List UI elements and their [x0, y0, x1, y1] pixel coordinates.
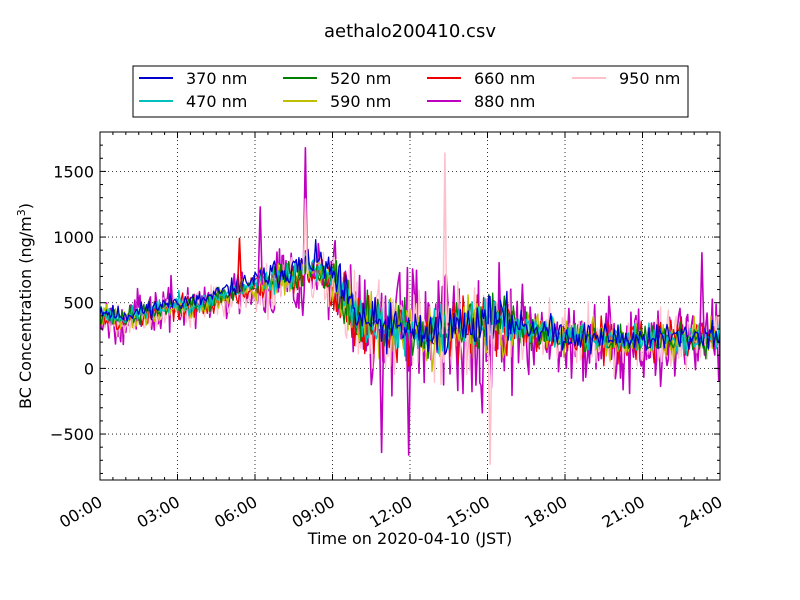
- y-axis-tick-labels: −500 0 500 1000 1500: [50, 162, 94, 444]
- y-axis-label-superscript: 3: [15, 209, 28, 216]
- legend-label-590-nm: 590 nm: [330, 92, 391, 111]
- legend-label-880-nm: 880 nm: [474, 92, 535, 111]
- spike-880-nm: [257, 206, 263, 287]
- chart-title: aethalo200410.csv: [324, 21, 496, 42]
- x-axis-label: Time on 2020-04-10 (JST): [307, 529, 512, 548]
- legend-label-660-nm: 660 nm: [474, 69, 535, 88]
- spike-lines: [236, 147, 705, 465]
- spike-660-nm: [236, 237, 243, 294]
- legend-label-520-nm: 520 nm: [330, 69, 391, 88]
- spike-950-nm: [302, 198, 309, 276]
- series-line-370-nm: [100, 238, 720, 356]
- y-axis-label-suffix: ): [16, 203, 35, 209]
- y-tick-label: 1000: [53, 228, 94, 247]
- spike-880-nm: [378, 328, 385, 454]
- spike-880-nm: [405, 332, 412, 456]
- legend-box: [132, 65, 689, 118]
- y-tick-label: 1500: [53, 162, 94, 181]
- spike-950-nm: [442, 152, 448, 335]
- legend-label-950-nm: 950 nm: [619, 69, 680, 88]
- y-axis-label-prefix: BC Concentration (ng/m: [16, 216, 35, 409]
- axis-ticks: [99, 132, 721, 480]
- y-axis-label: BC Concentration (ng/m3): [15, 203, 35, 409]
- spike-950-nm: [487, 324, 493, 465]
- y-tick-label: 0: [84, 359, 94, 378]
- y-tick-label: −500: [50, 425, 94, 444]
- legend-label-470-nm: 470 nm: [186, 92, 247, 111]
- legend-label-370-nm: 370 nm: [186, 69, 247, 88]
- y-tick-label: 500: [63, 294, 94, 313]
- legend: 370 nm 470 nm 520 nm 590 nm 660 nm 880 nm 950 …: [132, 65, 689, 118]
- spike-880-nm: [699, 252, 705, 338]
